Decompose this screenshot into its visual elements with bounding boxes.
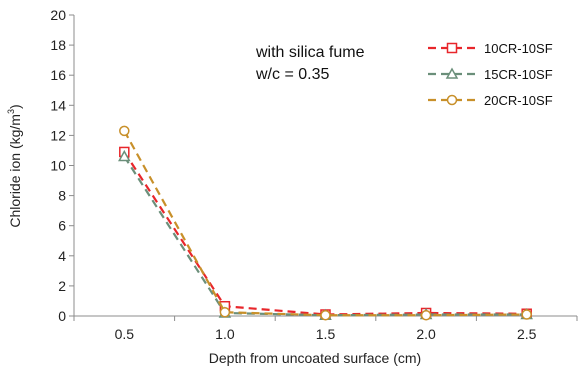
legend-label: 10CR-10SF — [484, 41, 553, 56]
annotation-wc-ratio: w/c = 0.35 — [255, 66, 329, 83]
y-tick-label: 8 — [58, 188, 66, 204]
x-axis-ticks: 0.5 1.0 1.5 2.0 2.5 — [73, 316, 578, 342]
series-line — [123, 130, 527, 317]
y-tick-label: 4 — [58, 248, 66, 264]
legend: 10CR-10SF 15CR-10SF 20CR-10SF — [428, 41, 553, 108]
series-20cr-10sf — [119, 125, 532, 321]
series-layer — [118, 125, 533, 321]
x-tick-label: 1.0 — [215, 326, 235, 342]
data-point — [420, 309, 432, 321]
data-point — [118, 149, 131, 162]
data-point — [219, 306, 231, 318]
y-tick-label: 2 — [58, 278, 66, 294]
legend-marker — [445, 67, 459, 79]
y-axis-title-main: Chloride ion (kg/m — [7, 114, 23, 228]
y-axis-ticks: 0 2 4 6 8 10 12 14 16 18 20 — [50, 7, 74, 324]
y-tick-label: 16 — [50, 67, 66, 83]
x-tick-label: 2.0 — [416, 326, 436, 342]
legend-label: 15CR-10SF — [484, 67, 553, 82]
legend-marker — [446, 94, 458, 106]
y-tick-label: 18 — [50, 37, 66, 53]
legend-item: 15CR-10SF — [428, 67, 553, 82]
y-tick-label: 12 — [50, 127, 66, 143]
y-tick-label: 6 — [58, 218, 66, 234]
x-axis-title: Depth from uncoated surface (cm) — [209, 350, 421, 366]
y-axis-title-end: ) — [7, 104, 23, 109]
legend-item: 20CR-10SF — [428, 93, 553, 108]
data-point — [521, 309, 532, 320]
legend-label: 20CR-10SF — [484, 93, 553, 108]
annotation-silica-fume: with silica fume — [255, 44, 365, 61]
y-tick-label: 10 — [50, 158, 66, 174]
y-tick-label: 20 — [50, 7, 66, 23]
series-line — [123, 155, 527, 317]
legend-marker — [446, 42, 458, 54]
legend-item: 10CR-10SF — [428, 41, 553, 56]
data-point — [119, 125, 130, 137]
y-tick-label: 14 — [50, 97, 66, 113]
x-tick-label: 1.5 — [316, 326, 336, 342]
y-tick-label: 0 — [58, 308, 66, 324]
x-tick-label: 0.5 — [115, 326, 135, 342]
x-tick-label: 2.5 — [517, 326, 537, 342]
data-point — [320, 309, 331, 321]
y-axis-title: Chloride ion (kg/m3) — [6, 104, 23, 227]
series-line — [123, 151, 527, 316]
y-axis-title-superscript: 3 — [6, 109, 16, 114]
